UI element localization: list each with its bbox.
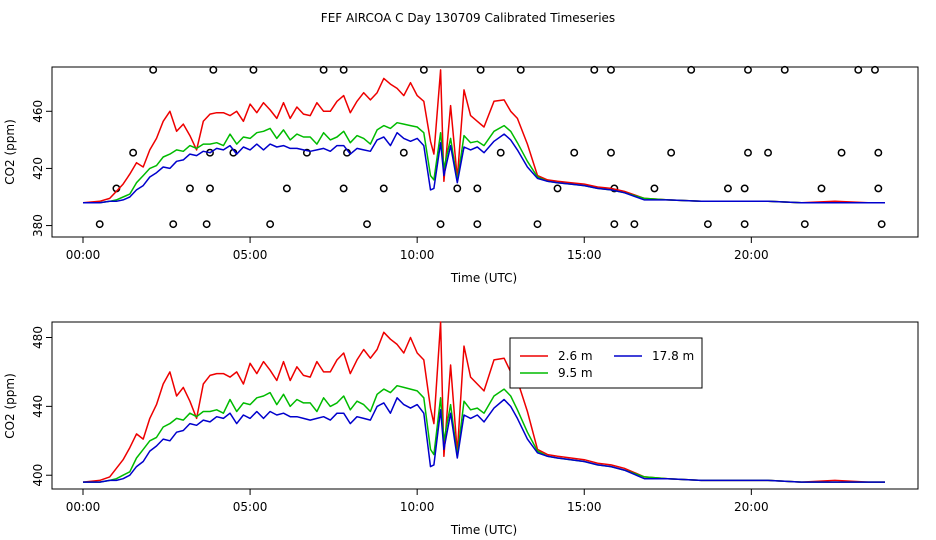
bottom-series-lines — [82, 321, 885, 483]
bottom-x-ticks: 00:00 05:00 10:00 15:00 20:00 — [66, 489, 769, 514]
x-tick-label: 20:00 — [734, 248, 769, 262]
flag-marker — [339, 184, 348, 193]
y-tick-label: 480 — [31, 326, 45, 349]
flag-marker — [476, 65, 485, 74]
flag-marker — [723, 184, 732, 193]
flag-marker — [650, 184, 659, 193]
flag-marker — [744, 65, 752, 74]
top-y-ticks: 380 420 460 — [31, 100, 52, 237]
flag-marker — [249, 65, 258, 74]
flag-marker — [453, 184, 462, 193]
flag-marker — [399, 148, 408, 157]
flag-marker — [871, 65, 879, 74]
top-markers — [95, 65, 886, 229]
flag-marker — [363, 220, 371, 229]
flag-marker — [590, 65, 599, 74]
flag-marker — [266, 220, 275, 229]
x-tick-label: 15:00 — [567, 500, 602, 514]
top-series-lines — [82, 69, 885, 204]
flag-marker — [610, 220, 619, 229]
series-line-1 — [82, 321, 885, 483]
flag-marker — [837, 148, 846, 157]
x-tick-label: 00:00 — [66, 500, 101, 514]
top-plot-frame — [51, 66, 919, 238]
flag-marker — [874, 184, 883, 193]
flag-marker — [206, 184, 214, 193]
x-tick-label: 20:00 — [734, 500, 769, 514]
flag-marker — [570, 148, 579, 157]
flag-marker — [687, 65, 696, 74]
legend: 2.6 m 9.5 m 17.8 m — [509, 337, 703, 389]
top-x-ticks: 00:00 05:00 10:00 15:00 20:00 — [66, 237, 769, 262]
y-tick-label: 380 — [31, 214, 45, 237]
flag-marker — [740, 220, 749, 229]
flag-marker — [282, 184, 291, 193]
series-line-3 — [83, 131, 885, 204]
x-tick-label: 05:00 — [233, 500, 268, 514]
top-x-axis-label: Time (UTC) — [450, 271, 517, 285]
x-tick-label: 15:00 — [567, 248, 602, 262]
flag-marker — [419, 65, 428, 74]
flag-marker — [339, 65, 348, 74]
flag-marker — [780, 65, 789, 74]
flag-marker — [817, 184, 826, 193]
flag-marker — [607, 65, 615, 74]
series-line-1 — [82, 69, 885, 204]
x-tick-label: 00:00 — [66, 248, 101, 262]
legend-box — [509, 337, 703, 389]
x-tick-label: 10:00 — [400, 500, 435, 514]
flag-marker — [473, 220, 482, 229]
bottom-y-axis-label: CO2 (ppm) — [3, 373, 17, 439]
top-y-axis-label: CO2 (ppm) — [3, 119, 17, 185]
flag-marker — [185, 184, 194, 193]
flag-marker — [800, 220, 809, 229]
bottom-y-ticks: 400 440 480 — [31, 326, 52, 487]
flag-marker — [630, 220, 639, 229]
legend-label-2: 9.5 m — [558, 366, 593, 380]
flag-marker — [874, 148, 883, 157]
flag-marker — [319, 65, 328, 74]
flag-marker — [202, 220, 211, 229]
flag-marker — [764, 148, 772, 157]
flag-marker — [553, 184, 562, 193]
flag-marker — [533, 220, 542, 229]
top-panel: Time (UTC) CO2 (ppm) 00:00 05:00 10:00 15:0… — [3, 65, 919, 285]
bottom-x-axis-label: Time (UTC) — [450, 523, 517, 537]
y-tick-label: 400 — [31, 464, 45, 487]
flag-marker — [607, 148, 615, 157]
legend-label-1: 2.6 m — [558, 349, 593, 363]
flag-marker — [744, 148, 752, 157]
flag-marker — [854, 65, 863, 74]
flag-marker — [379, 184, 388, 193]
y-tick-label: 420 — [31, 157, 45, 180]
x-tick-label: 05:00 — [233, 248, 268, 262]
flag-marker — [667, 148, 676, 157]
y-tick-label: 440 — [31, 395, 45, 418]
flag-marker — [703, 220, 712, 229]
flag-marker — [129, 148, 138, 157]
flag-marker — [516, 65, 525, 74]
legend-label-3: 17.8 m — [652, 349, 694, 363]
series-line-2 — [83, 121, 885, 204]
flag-marker — [473, 184, 482, 193]
flag-marker — [436, 220, 445, 229]
flag-marker — [877, 220, 886, 229]
flag-marker — [95, 220, 104, 229]
flag-marker — [209, 65, 218, 74]
flag-marker — [149, 65, 158, 74]
series-line-2 — [83, 384, 885, 483]
bottom-panel: Time (UTC) CO2 (ppm) 00:00 05:00 10:00 15:0… — [3, 321, 919, 537]
series-line-3 — [83, 397, 885, 483]
flag-marker — [169, 220, 178, 229]
flag-marker — [740, 184, 749, 193]
flag-marker — [302, 148, 311, 157]
y-tick-label: 460 — [31, 100, 45, 123]
flag-marker — [496, 148, 505, 157]
bottom-plot-frame — [51, 321, 919, 490]
chart-title: FEF AIRCOA C Day 130709 Calibrated Times… — [321, 11, 615, 25]
x-tick-label: 10:00 — [400, 248, 435, 262]
